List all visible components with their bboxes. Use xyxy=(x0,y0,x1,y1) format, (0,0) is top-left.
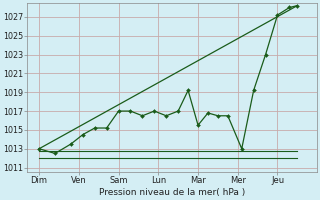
X-axis label: Pression niveau de la mer( hPa ): Pression niveau de la mer( hPa ) xyxy=(99,188,245,197)
